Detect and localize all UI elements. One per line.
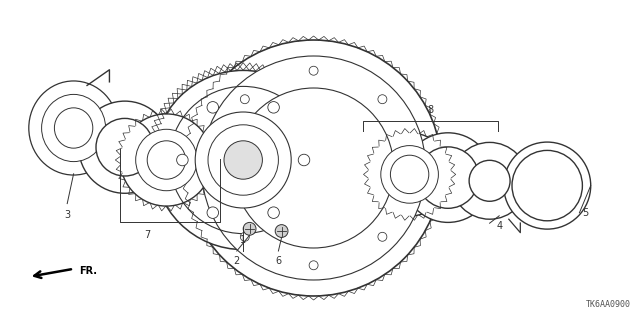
Circle shape (207, 207, 219, 219)
Circle shape (202, 56, 426, 280)
Text: 4: 4 (496, 221, 502, 231)
Circle shape (207, 101, 219, 113)
Ellipse shape (42, 94, 106, 162)
Text: 8: 8 (427, 105, 433, 115)
Circle shape (378, 95, 387, 104)
Circle shape (208, 125, 278, 195)
Text: 1: 1 (240, 235, 246, 245)
Text: 2: 2 (234, 256, 240, 266)
Circle shape (403, 133, 493, 222)
Circle shape (406, 164, 415, 172)
Circle shape (378, 232, 387, 241)
Circle shape (79, 101, 171, 193)
Circle shape (504, 142, 591, 229)
Circle shape (469, 160, 510, 201)
Circle shape (96, 118, 154, 176)
Circle shape (268, 207, 280, 219)
Circle shape (147, 141, 186, 179)
Circle shape (120, 114, 212, 206)
Text: FR.: FR. (79, 266, 97, 276)
Circle shape (275, 225, 288, 237)
Circle shape (243, 222, 256, 235)
Ellipse shape (29, 81, 118, 175)
Circle shape (212, 164, 221, 172)
Circle shape (309, 66, 318, 75)
Circle shape (381, 146, 438, 203)
Circle shape (390, 155, 429, 194)
Text: 3: 3 (64, 210, 70, 220)
Circle shape (224, 141, 262, 179)
Circle shape (451, 142, 528, 219)
Text: 7: 7 (144, 230, 150, 240)
Circle shape (512, 150, 582, 221)
Circle shape (241, 95, 250, 104)
Circle shape (154, 70, 333, 250)
Circle shape (195, 112, 291, 208)
Ellipse shape (54, 108, 93, 148)
Text: TK6AA0900: TK6AA0900 (586, 300, 630, 309)
Circle shape (298, 154, 310, 166)
Text: 6: 6 (275, 256, 282, 266)
Circle shape (241, 232, 250, 241)
Circle shape (136, 129, 197, 191)
Circle shape (268, 101, 280, 113)
Circle shape (309, 261, 318, 270)
Circle shape (417, 147, 479, 208)
Text: 5: 5 (582, 208, 589, 218)
Circle shape (234, 88, 394, 248)
Circle shape (177, 154, 188, 166)
Circle shape (368, 133, 451, 216)
Circle shape (186, 40, 442, 296)
